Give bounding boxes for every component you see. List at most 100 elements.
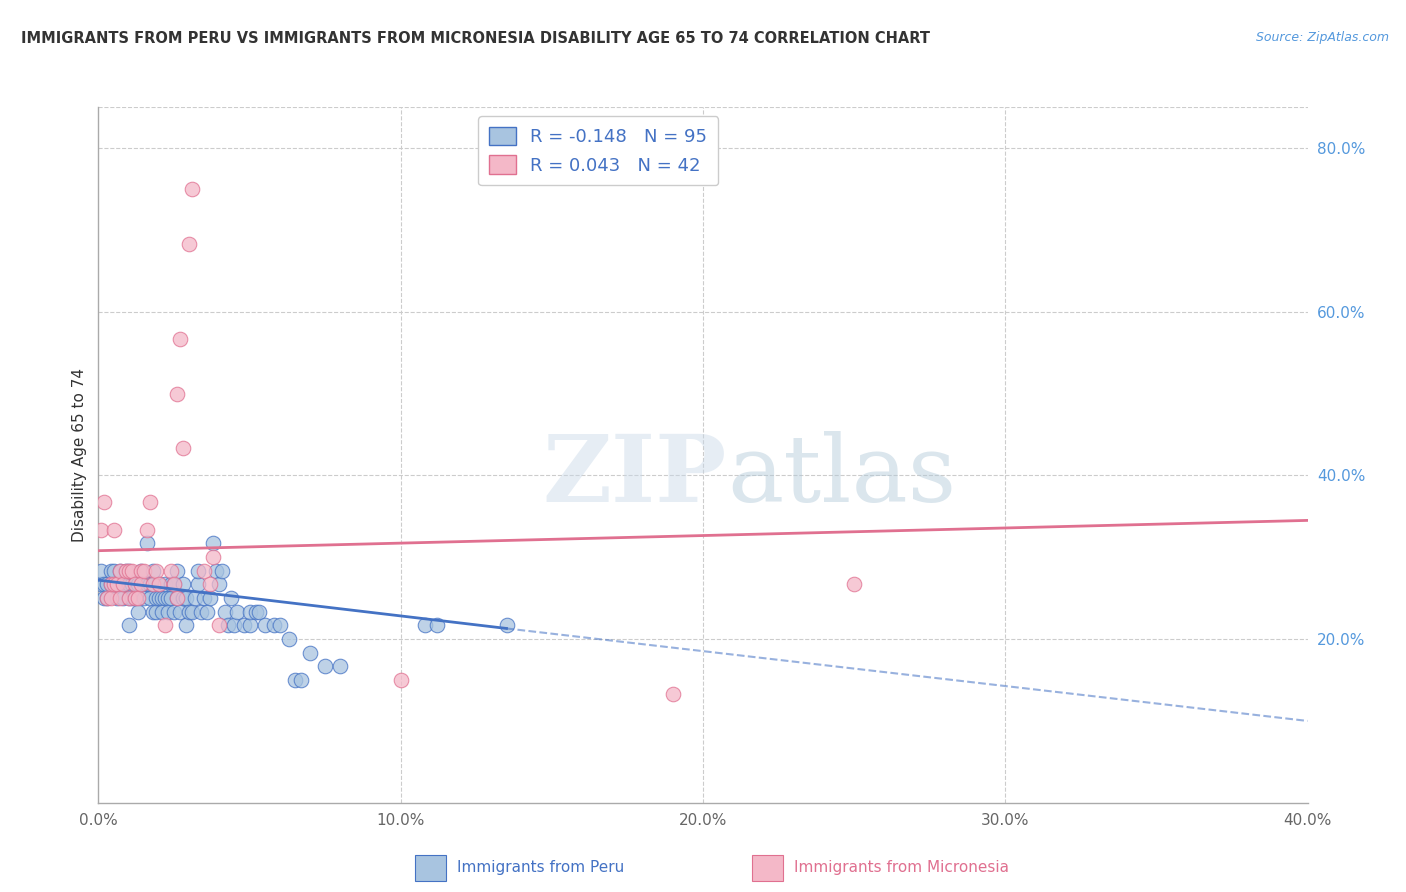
Point: [139, 577, 162, 591]
Point: [181, 182, 204, 196]
Point: [193, 591, 215, 606]
Point: [217, 618, 239, 632]
Point: [100, 577, 122, 591]
Point: [844, 577, 866, 591]
Point: [263, 618, 285, 632]
Point: [284, 673, 307, 687]
Point: [179, 605, 201, 619]
Point: [121, 577, 143, 591]
Point: [103, 523, 125, 537]
Point: [124, 577, 146, 591]
Point: [121, 591, 143, 606]
Point: [166, 564, 188, 578]
Point: [179, 236, 201, 251]
Point: [132, 591, 155, 606]
Point: [93, 577, 115, 591]
Point: [174, 618, 197, 632]
Point: [129, 564, 152, 578]
Point: [150, 591, 173, 606]
Point: [202, 536, 225, 550]
Point: [160, 591, 183, 606]
Point: [129, 577, 152, 591]
Point: [132, 577, 155, 591]
Point: [118, 591, 141, 606]
Point: [124, 591, 146, 606]
Point: [389, 673, 412, 687]
Point: [127, 577, 149, 591]
Point: [96, 591, 118, 606]
Point: [245, 605, 267, 619]
Point: [139, 591, 162, 606]
Point: [150, 605, 173, 619]
Point: [90, 523, 112, 537]
Point: [226, 605, 249, 619]
Point: [174, 591, 197, 606]
Point: [142, 605, 165, 619]
Point: [239, 618, 262, 632]
Point: [118, 577, 141, 591]
Text: Immigrants from Peru: Immigrants from Peru: [457, 861, 624, 875]
Point: [118, 618, 141, 632]
Point: [124, 591, 146, 606]
Point: [239, 605, 262, 619]
Point: [426, 618, 449, 632]
Point: [253, 618, 276, 632]
Point: [111, 577, 134, 591]
Point: [96, 577, 118, 591]
Point: [661, 687, 683, 701]
Point: [163, 577, 186, 591]
Point: [247, 605, 270, 619]
Point: [121, 564, 143, 578]
Point: [90, 564, 112, 578]
Point: [103, 564, 125, 578]
Point: [148, 591, 170, 606]
Point: [105, 577, 128, 591]
Text: ZIP: ZIP: [543, 431, 727, 521]
Point: [111, 591, 134, 606]
Point: [202, 550, 225, 565]
Point: [108, 577, 131, 591]
Point: [205, 564, 228, 578]
Point: [108, 564, 131, 578]
Point: [103, 577, 125, 591]
Point: [111, 577, 134, 591]
Text: Immigrants from Micronesia: Immigrants from Micronesia: [794, 861, 1010, 875]
Point: [93, 495, 115, 509]
Point: [127, 591, 149, 606]
Point: [181, 605, 204, 619]
Point: [108, 564, 131, 578]
Point: [299, 646, 322, 660]
Legend: R = -0.148   N = 95, R = 0.043   N = 42: R = -0.148 N = 95, R = 0.043 N = 42: [478, 116, 718, 186]
Point: [142, 577, 165, 591]
Point: [153, 577, 176, 591]
Point: [413, 618, 436, 632]
Point: [153, 591, 176, 606]
Point: [153, 618, 176, 632]
Point: [127, 605, 149, 619]
Point: [96, 591, 118, 606]
Point: [184, 591, 207, 606]
Point: [118, 591, 141, 606]
Point: [160, 564, 183, 578]
Point: [103, 577, 125, 591]
Point: [142, 564, 165, 578]
Text: IMMIGRANTS FROM PERU VS IMMIGRANTS FROM MICRONESIA DISABILITY AGE 65 TO 74 CORRE: IMMIGRANTS FROM PERU VS IMMIGRANTS FROM …: [21, 31, 931, 46]
Point: [195, 605, 218, 619]
Point: [200, 577, 222, 591]
Point: [156, 605, 179, 619]
Y-axis label: Disability Age 65 to 74: Disability Age 65 to 74: [72, 368, 87, 542]
Point: [169, 605, 191, 619]
Point: [166, 591, 188, 606]
Point: [132, 564, 155, 578]
Point: [269, 618, 291, 632]
Point: [127, 591, 149, 606]
Point: [129, 577, 152, 591]
Point: [172, 591, 194, 606]
Point: [211, 564, 233, 578]
Point: [169, 332, 191, 346]
Point: [329, 659, 352, 673]
Point: [105, 577, 128, 591]
Point: [145, 564, 167, 578]
Point: [187, 564, 209, 578]
Point: [214, 605, 236, 619]
